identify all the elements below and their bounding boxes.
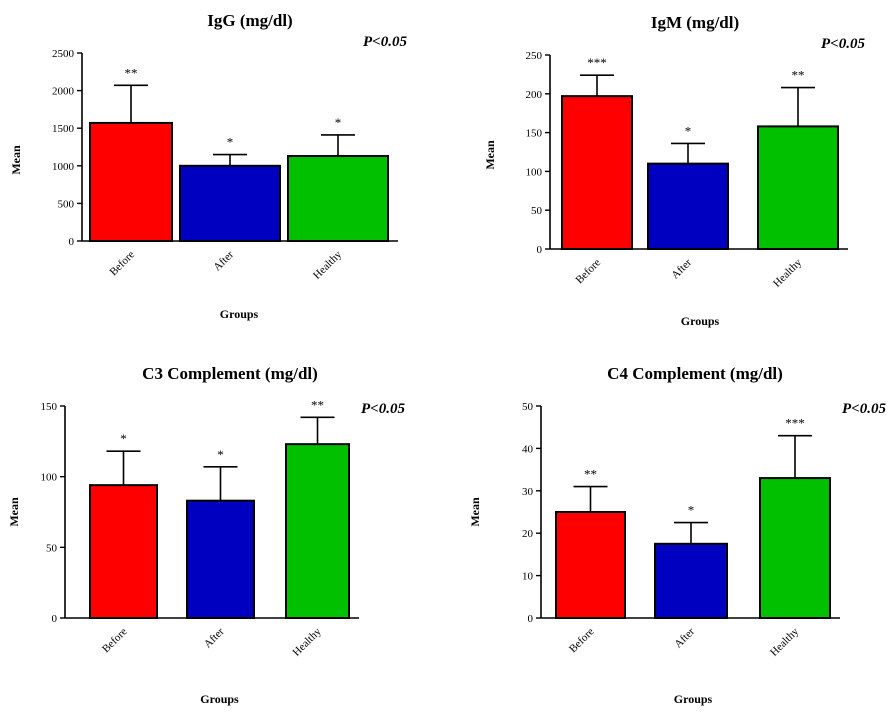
p-value-annotation: P<0.05 (363, 34, 407, 50)
bar (654, 542, 728, 619)
category-tick-label: After (202, 625, 227, 650)
p-value-annotation: P<0.05 (361, 401, 405, 417)
y-tick-label: 50 (46, 542, 58, 554)
p-value-annotation: P<0.05 (821, 36, 865, 52)
significance-label: * (120, 431, 127, 446)
significance-label: * (688, 503, 695, 518)
bar (759, 477, 831, 619)
y-axis-label: Mean (483, 140, 497, 170)
y-tick-label: 250 (526, 50, 543, 62)
bar (179, 164, 281, 242)
chart-title: IgM (mg/dl) (651, 13, 739, 32)
chart-panel: C3 Complement (mg/dl) P<0.05 * Before * After… (7, 364, 405, 706)
significance-label: * (335, 115, 342, 130)
significance-label: ** (584, 467, 597, 482)
y-tick-label: 1500 (52, 123, 75, 135)
y-tick-label: 50 (531, 205, 543, 217)
x-axis-label: Groups (220, 307, 259, 321)
significance-label: ** (792, 68, 805, 83)
bar (89, 121, 173, 242)
y-tick-label: 0 (528, 613, 534, 625)
significance-label: * (217, 447, 224, 462)
y-tick-label: 100 (526, 166, 543, 178)
chart-panel: IgM (mg/dl) P<0.05 *** Before * After ** Health… (483, 13, 865, 328)
y-tick-label: 150 (526, 128, 543, 140)
y-tick-label: 0 (537, 244, 543, 256)
bar (647, 162, 729, 250)
y-tick-label: 2000 (52, 86, 75, 98)
category-tick-label: Before (567, 626, 597, 656)
y-tick-label: 0 (69, 236, 75, 248)
x-axis-label: Groups (674, 692, 713, 706)
bar (555, 511, 626, 619)
category-tick-label: Before (107, 249, 137, 279)
y-tick-label: 150 (41, 401, 58, 413)
category-tick-label: After (669, 256, 694, 281)
y-tick-label: 50 (522, 401, 534, 413)
bar (561, 95, 633, 250)
y-tick-label: 10 (522, 571, 534, 583)
y-axis-label: Mean (468, 497, 482, 527)
chart-title: IgG (mg/dl) (207, 11, 292, 30)
category-tick-label: After (211, 248, 236, 273)
significance-label: ** (125, 65, 138, 80)
y-tick-label: 200 (526, 89, 543, 101)
bar (285, 443, 350, 619)
y-tick-label: 0 (52, 613, 58, 625)
significance-label: * (685, 123, 692, 138)
significance-label: *** (587, 55, 607, 70)
y-tick-label: 20 (522, 528, 534, 540)
bar (89, 484, 158, 619)
y-tick-label: 40 (522, 443, 534, 455)
chart-panel: IgG (mg/dl) P<0.05 ** Before * After * Healthy 0… (9, 11, 407, 321)
significance-label: ** (311, 397, 324, 412)
p-value-annotation: P<0.05 (842, 401, 886, 417)
category-tick-label: Before (100, 626, 130, 656)
bar (186, 499, 255, 619)
x-axis-label: Groups (681, 314, 720, 328)
category-tick-label: After (672, 625, 697, 650)
y-tick-label: 30 (522, 486, 534, 498)
chart-panel: C4 Complement (mg/dl) P<0.05 ** Before * Afte… (468, 364, 886, 706)
significance-label: * (227, 135, 234, 150)
y-axis-label: Mean (7, 497, 21, 527)
y-tick-label: 1000 (52, 161, 75, 173)
chart-title: C3 Complement (mg/dl) (142, 364, 318, 383)
significance-label: *** (785, 416, 805, 431)
category-tick-label: Healthy (768, 625, 801, 658)
category-tick-label: Healthy (311, 248, 344, 281)
category-tick-label: Healthy (291, 625, 324, 658)
y-tick-label: 100 (41, 472, 58, 484)
y-tick-label: 500 (58, 198, 75, 210)
category-tick-label: Healthy (771, 256, 804, 289)
category-tick-label: Before (573, 257, 603, 287)
bar (287, 155, 389, 242)
bar (757, 125, 839, 250)
y-tick-label: 2500 (52, 48, 75, 60)
chart-title: C4 Complement (mg/dl) (607, 364, 783, 383)
y-axis-label: Mean (9, 145, 23, 175)
x-axis-label: Groups (200, 692, 239, 706)
